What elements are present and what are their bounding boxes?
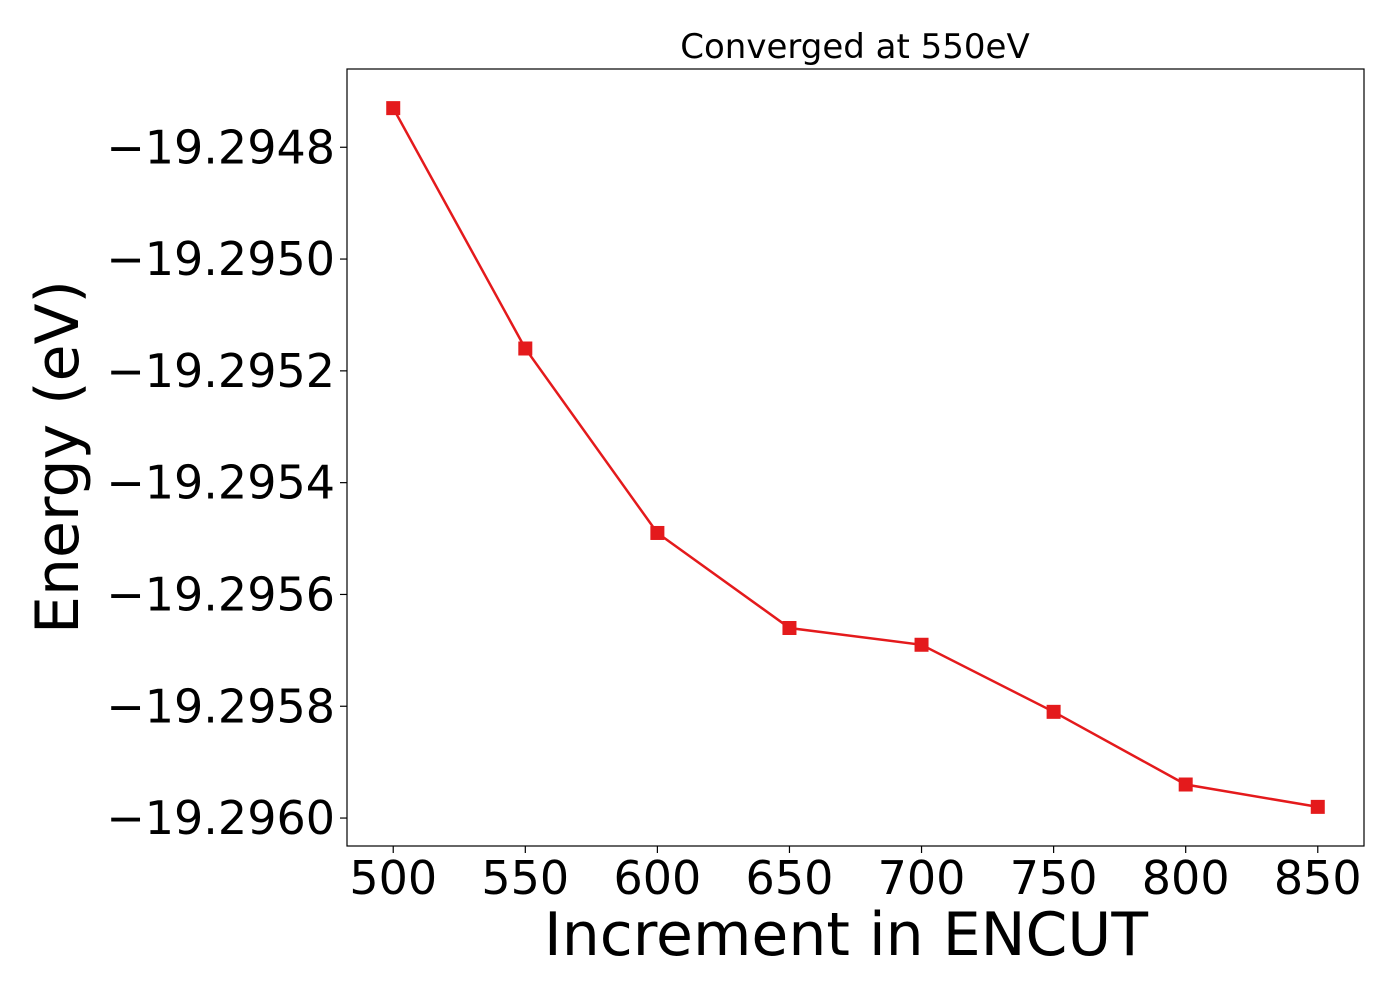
data-point-marker <box>518 341 533 356</box>
y-axis-ticks: −19.2948 −19.2950 −19.2952 −19.2954 −19.2956… <box>106 120 347 845</box>
data-point-marker <box>386 101 401 116</box>
data-point-marker <box>914 637 929 652</box>
x-tick-label: 500 <box>349 851 437 905</box>
y-tick-label: −19.2956 <box>106 567 335 621</box>
data-point-marker <box>1310 799 1325 814</box>
y-tick-label: −19.2950 <box>106 232 335 286</box>
x-tick-label: 650 <box>746 851 834 905</box>
y-tick-label: −19.2954 <box>106 456 335 510</box>
y-axis-label: Energy (eV) <box>23 280 93 634</box>
data-point-marker <box>650 525 665 540</box>
y-tick-label: −19.2958 <box>106 679 335 733</box>
data-point-marker <box>782 620 797 635</box>
series-layer <box>386 101 1325 814</box>
data-point-marker <box>1178 777 1193 792</box>
y-tick-label: −19.2960 <box>106 791 335 845</box>
x-axis-label: Increment in ENCUT <box>544 900 1148 970</box>
y-tick-label: −19.2948 <box>106 120 335 174</box>
x-tick-label: 800 <box>1142 851 1230 905</box>
x-tick-label: 600 <box>613 851 701 905</box>
x-tick-label: 750 <box>1010 851 1098 905</box>
y-tick-label: −19.2952 <box>106 344 335 398</box>
x-tick-label: 700 <box>878 851 966 905</box>
series-line <box>392 107 1319 809</box>
data-point-marker <box>1046 704 1061 719</box>
x-axis-ticks: 500 550 600 650 700 750 800 850 <box>349 846 1362 905</box>
chart-title: Converged at 550eV <box>680 27 1029 67</box>
plot-area-frame <box>346 68 1365 847</box>
x-tick-label: 850 <box>1274 851 1362 905</box>
x-tick-label: 550 <box>481 851 569 905</box>
